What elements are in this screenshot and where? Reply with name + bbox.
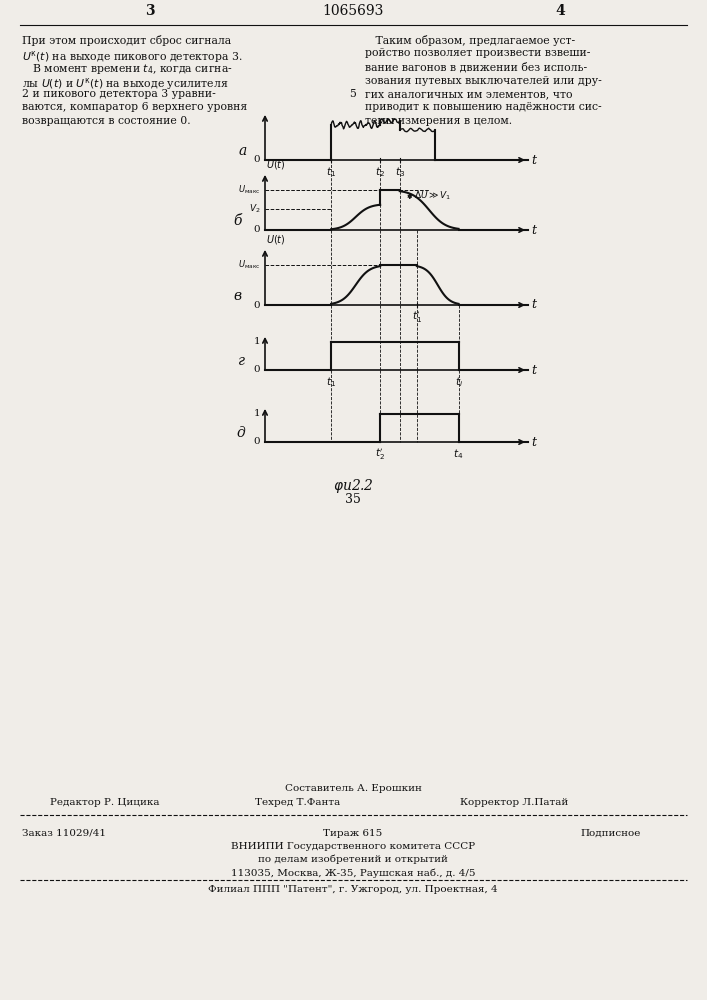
Text: $t_1$: $t_1$ [326,165,336,179]
Text: $t_4$: $t_4$ [453,447,464,461]
Text: темы измерения в целом.: темы измерения в целом. [365,116,512,126]
Text: $t_2$: $t_2$ [375,165,385,179]
Text: В момент времени $t_4$, когда сигна-: В момент времени $t_4$, когда сигна- [22,62,233,76]
Text: 35: 35 [345,493,361,506]
Text: 113035, Москва, Ж-35, Раушская наб., д. 4/5: 113035, Москва, Ж-35, Раушская наб., д. … [230,868,475,878]
Text: $t_1$: $t_1$ [326,375,336,389]
Text: 2 и пикового детектора 3 уравни-: 2 и пикового детектора 3 уравни- [22,89,216,99]
Text: t: t [531,298,536,312]
Text: 5: 5 [349,89,356,99]
Text: Редактор Р. Цицика: Редактор Р. Цицика [50,798,160,807]
Text: $t_1'$: $t_1'$ [412,310,422,325]
Text: $\varphi$u2.2: $\varphi$u2.2 [332,477,373,495]
Text: Филиал ППП "Патент", г. Ужгород, ул. Проектная, 4: Филиал ППП "Патент", г. Ужгород, ул. Про… [208,885,498,894]
Text: б: б [233,214,242,228]
Text: Техред Т.Фанта: Техред Т.Фанта [255,798,340,807]
Text: лы $U(t)$ и $U^{\rm к}(t)$ на выходе усилителя: лы $U(t)$ и $U^{\rm к}(t)$ на выходе уси… [22,76,228,92]
Text: $U_{\rm макс}$: $U_{\rm макс}$ [238,184,261,196]
Text: вание вагонов в движении без исполь-: вание вагонов в движении без исполь- [365,62,587,73]
Text: Заказ 11029/41: Заказ 11029/41 [22,829,106,838]
Text: 1065693: 1065693 [322,4,384,18]
Text: 0: 0 [253,365,260,374]
Text: 0: 0 [253,155,260,164]
Text: t: t [531,436,536,448]
Text: $t_2'$: $t_2'$ [375,447,385,462]
Text: $U(t)$: $U(t)$ [266,158,286,171]
Text: t: t [531,153,536,166]
Text: Таким образом, предлагаемое уст-: Таким образом, предлагаемое уст- [365,35,575,46]
Text: в: в [234,289,242,303]
Text: 0: 0 [253,226,260,234]
Text: ВНИИПИ Государственного комитета СССР: ВНИИПИ Государственного комитета СССР [231,842,475,851]
Text: t: t [531,224,536,236]
Text: зования путевых выключателей или дру-: зования путевых выключателей или дру- [365,76,602,86]
Text: $U(t)$: $U(t)$ [266,233,286,246]
Text: Составитель А. Ерошкин: Составитель А. Ерошкин [284,784,421,793]
Text: ройство позволяет произвести взвеши-: ройство позволяет произвести взвеши- [365,48,590,58]
Text: возвращаются в состояние 0.: возвращаются в состояние 0. [22,116,191,126]
Text: по делам изобретений и открытий: по делам изобретений и открытий [258,855,448,864]
Text: 1: 1 [253,410,260,418]
Text: $U_{\rm макс}$: $U_{\rm макс}$ [238,259,261,271]
Text: г: г [238,354,245,368]
Text: Подписное: Подписное [580,829,641,838]
Text: ваются, компаратор 6 верхнего уровня: ваются, компаратор 6 верхнего уровня [22,103,247,112]
Text: t: t [531,363,536,376]
Text: 0: 0 [253,438,260,446]
Text: 3: 3 [145,4,155,18]
Text: $V_2$: $V_2$ [250,203,261,215]
Text: Тираж 615: Тираж 615 [323,829,382,838]
Text: гих аналогичных им элементов, что: гих аналогичных им элементов, что [365,89,573,99]
Text: д: д [236,426,245,440]
Text: 4: 4 [555,4,565,18]
Text: а: а [239,144,247,158]
Text: 0: 0 [253,300,260,310]
Text: $U^{\rm к}(t)$ на выходе пикового детектора 3.: $U^{\rm к}(t)$ на выходе пикового детект… [22,48,243,64]
Text: $t_i$: $t_i$ [455,375,462,389]
Text: $\Delta U \gg V_1$: $\Delta U \gg V_1$ [414,190,451,202]
Text: Корректор Л.Патай: Корректор Л.Патай [460,798,568,807]
Text: При этом происходит сброс сигнала: При этом происходит сброс сигнала [22,35,231,46]
Text: $t_3$: $t_3$ [395,165,405,179]
Text: приводит к повышению надёжности сис-: приводит к повышению надёжности сис- [365,103,602,112]
Text: 1: 1 [253,338,260,347]
